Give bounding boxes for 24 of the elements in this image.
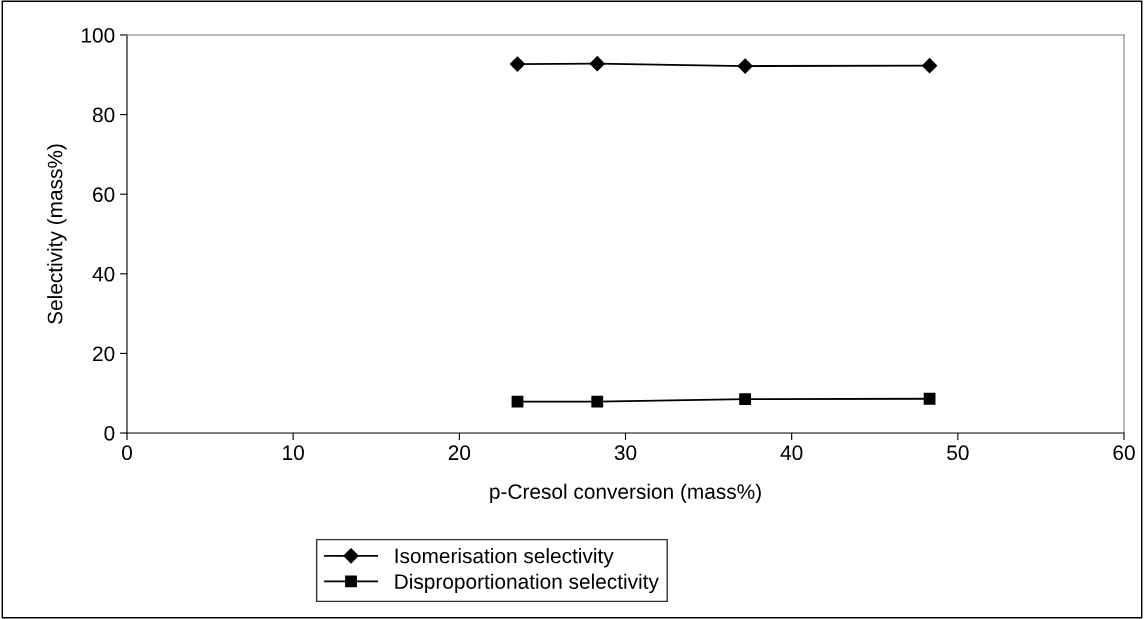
y-tick-label: 100 xyxy=(82,28,115,43)
x-tick-label: 10 xyxy=(283,445,304,461)
x-tick-label: 20 xyxy=(448,445,471,461)
x-tick-label: 50 xyxy=(947,445,969,461)
legend-label: Isomerisation selectivity xyxy=(395,548,614,568)
point xyxy=(589,56,605,72)
legend-label: Disproportionation selectivity xyxy=(395,573,659,594)
x-axis-title: p-Cresol conversion (mass%) xyxy=(490,483,761,504)
point xyxy=(739,393,752,406)
x-tick-label: 30 xyxy=(614,445,637,461)
point xyxy=(923,392,936,405)
point xyxy=(591,395,604,408)
y-tick-label: 20 xyxy=(93,346,115,362)
y-tick-label: 80 xyxy=(92,107,115,123)
point xyxy=(737,58,753,74)
x-tick-label: 60 xyxy=(1113,445,1135,461)
point xyxy=(509,56,526,72)
y-tick-label: 0 xyxy=(104,426,115,441)
y-tick-label: 60 xyxy=(93,187,115,202)
y-axis-title: Selectivity (mass%) xyxy=(47,144,67,324)
x-tick-label: 40 xyxy=(780,445,803,461)
x-tick-label: 0 xyxy=(122,445,132,461)
point xyxy=(922,58,938,74)
y-tick-label: 40 xyxy=(92,266,115,282)
